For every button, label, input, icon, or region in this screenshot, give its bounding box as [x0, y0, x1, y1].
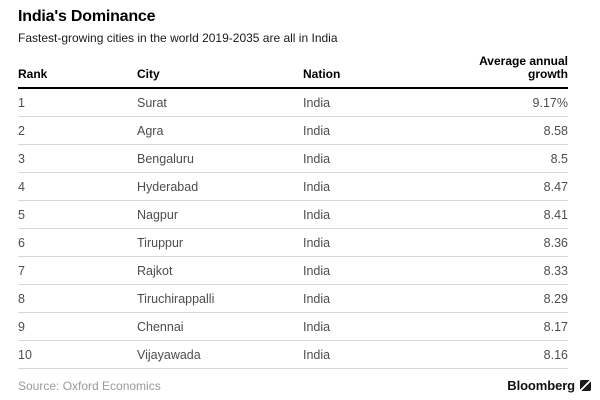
city-cell: Bengaluru	[137, 151, 194, 166]
column-header-nation: Nation	[303, 67, 341, 81]
nation-cell: India	[303, 207, 331, 222]
table-row: 3 Bengaluru India 8.5	[18, 145, 568, 173]
table-row: 4 Hyderabad India 8.47	[18, 173, 568, 201]
table-row: 8 Tiruchirappalli India 8.29	[18, 285, 568, 313]
rank-cell: 7	[18, 263, 25, 278]
rank-cell: 3	[18, 151, 25, 166]
nation-cell: India	[303, 291, 331, 306]
rank-cell: 1	[18, 95, 25, 110]
city-cell: Nagpur	[137, 207, 178, 222]
column-header-growth: Average annual growth	[479, 54, 568, 81]
rank-cell: 9	[18, 319, 25, 334]
column-header-rank: Rank	[18, 67, 48, 81]
city-cell: Vijayawada	[137, 347, 201, 362]
city-cell: Surat	[137, 95, 167, 110]
nation-cell: India	[303, 347, 331, 362]
table-header-row: Rank City Nation Average annual growth	[18, 55, 568, 89]
city-cell: Agra	[137, 123, 164, 138]
growth-cell: 8.16	[543, 347, 568, 362]
city-cell: Tiruppur	[137, 235, 184, 250]
page-title: India's Dominance	[18, 8, 156, 25]
bloomberg-terminal-icon	[580, 380, 591, 391]
bloomberg-logo: Bloomberg	[507, 378, 591, 393]
table-row: 5 Nagpur India 8.41	[18, 201, 568, 229]
rankings-table: Rank City Nation Average annual growth 1…	[18, 55, 568, 369]
growth-cell: 8.47	[543, 179, 568, 194]
source-note: Source: Oxford Economics	[18, 378, 161, 393]
nation-cell: India	[303, 235, 331, 250]
city-cell: Chennai	[137, 319, 184, 334]
table-row: 10 Vijayawada India 8.16	[18, 341, 568, 369]
growth-cell: 8.41	[543, 207, 568, 222]
rank-cell: 4	[18, 179, 25, 194]
nation-cell: India	[303, 319, 331, 334]
table-row: 1 Surat India 9.17%	[18, 89, 568, 117]
nation-cell: India	[303, 123, 331, 138]
table-row: 7 Rajkot India 8.33	[18, 257, 568, 285]
rank-cell: 5	[18, 207, 25, 222]
table-body: 1 Surat India 9.17% 2 Agra India 8.58 3 Bengaluru…	[18, 89, 568, 369]
city-cell: Rajkot	[137, 263, 173, 278]
page-subtitle: Fastest-growing cities in the world 2019…	[18, 31, 338, 45]
growth-cell: 8.36	[543, 235, 568, 250]
table-row: 2 Agra India 8.58	[18, 117, 568, 145]
growth-cell: 8.5	[550, 151, 568, 166]
rank-cell: 8	[18, 291, 25, 306]
nation-cell: India	[303, 95, 331, 110]
table-row: 6 Tiruppur India 8.36	[18, 229, 568, 257]
bloomberg-wordmark: Bloomberg	[507, 378, 575, 393]
growth-cell: 9.17%	[532, 95, 568, 110]
growth-cell: 8.58	[543, 123, 568, 138]
rank-cell: 6	[18, 235, 25, 250]
rank-cell: 2	[18, 123, 25, 138]
nation-cell: India	[303, 179, 331, 194]
column-header-city: City	[137, 67, 160, 81]
city-cell: Hyderabad	[137, 179, 199, 194]
nation-cell: India	[303, 263, 331, 278]
table-row: 9 Chennai India 8.17	[18, 313, 568, 341]
city-cell: Tiruchirappalli	[137, 291, 215, 306]
growth-cell: 8.17	[543, 319, 568, 334]
nation-cell: India	[303, 151, 331, 166]
rank-cell: 10	[18, 347, 32, 362]
footer: Source: Oxford Economics Bloomberg	[18, 378, 591, 393]
growth-cell: 8.33	[543, 263, 568, 278]
growth-cell: 8.29	[543, 291, 568, 306]
